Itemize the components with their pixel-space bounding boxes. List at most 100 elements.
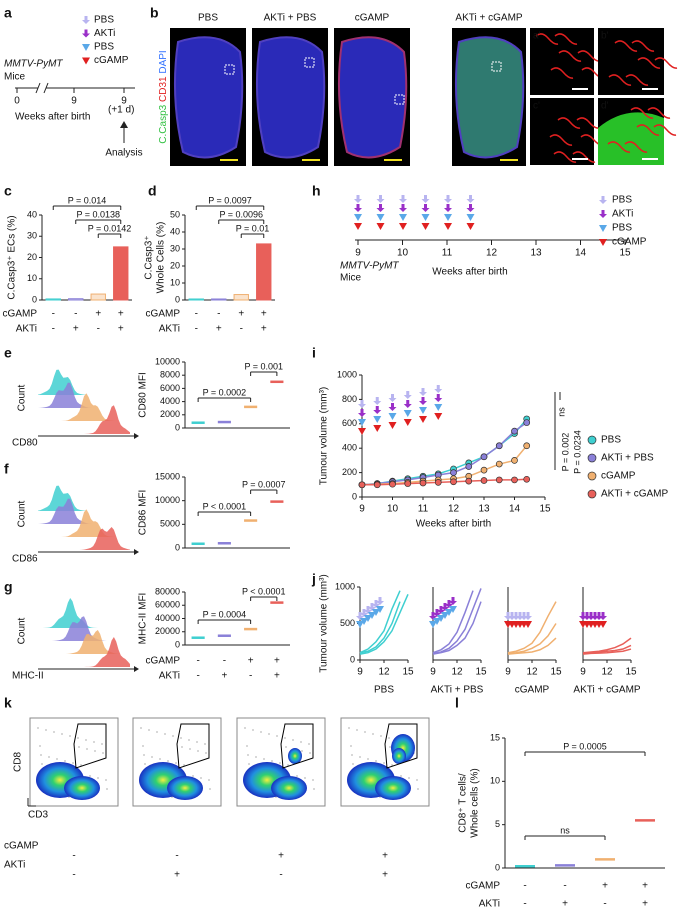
- y-tick-label: 20: [27, 252, 37, 262]
- treatment-icon: [466, 204, 475, 212]
- label: AKTi: [612, 209, 633, 220]
- y-tick-label: 80000: [155, 586, 180, 596]
- label: MMTV-PyMT: [340, 261, 399, 272]
- x-tick-label: 9: [357, 667, 363, 678]
- point: [480, 477, 488, 484]
- condition-sign: -: [196, 671, 199, 682]
- y-tick-label: 800: [342, 394, 357, 404]
- event: [72, 762, 74, 764]
- treatment-icon: [524, 621, 532, 628]
- event: [40, 754, 42, 756]
- treatment-icon: [373, 397, 382, 405]
- event: [101, 743, 103, 745]
- annotation: P = 0.0142: [88, 223, 132, 233]
- treatment-icon: [364, 615, 372, 622]
- event: [200, 777, 202, 779]
- event: [247, 754, 249, 756]
- event: [93, 741, 95, 743]
- point: [511, 427, 518, 435]
- axis-title: Whole Cells (%): [156, 222, 167, 294]
- zoom-label: d': [601, 101, 609, 112]
- event: [408, 777, 410, 779]
- y-tick-label: 0: [352, 491, 357, 501]
- vessel: [577, 50, 601, 62]
- treatment-icon: [449, 597, 457, 605]
- column-header: PBS: [198, 13, 218, 24]
- annotation: P = 0.0234: [572, 430, 582, 474]
- treatment-icon: [433, 618, 441, 625]
- event: [175, 762, 177, 764]
- condition-sign: +: [118, 309, 124, 320]
- vessel: [549, 134, 573, 146]
- treatment-icon: [376, 223, 385, 230]
- treatment-icon: [599, 612, 607, 620]
- treatment-icon: [403, 419, 412, 426]
- event: [263, 758, 265, 760]
- histogram: [38, 509, 130, 537]
- zoom-label: a': [533, 31, 541, 42]
- label: (+1 d): [108, 105, 134, 116]
- vessel: [630, 107, 654, 119]
- treatment-icon: [373, 406, 382, 414]
- point: [450, 478, 457, 486]
- event: [102, 752, 104, 754]
- panel-label: d: [148, 183, 157, 199]
- tissue: [255, 36, 326, 159]
- event: [296, 775, 298, 777]
- x-tick-label: 9: [359, 504, 365, 515]
- y-tick-label: 10000: [155, 356, 180, 366]
- label: PBS: [612, 223, 632, 234]
- label: Weeks after birth: [15, 112, 90, 123]
- event: [106, 788, 108, 790]
- event: [313, 788, 315, 790]
- treatment-icon: [388, 422, 397, 429]
- point: [419, 479, 427, 487]
- treatment-icon: [354, 223, 362, 230]
- row-label: AKTi: [159, 671, 180, 682]
- point: [389, 480, 396, 488]
- label: MMTV-PyMT: [4, 59, 63, 70]
- event: [78, 746, 80, 748]
- axis-title: CD8: [13, 752, 24, 772]
- event: [416, 779, 418, 781]
- axis-title: CD8⁺ T cells/: [458, 773, 469, 833]
- annotation: P = 0.001: [244, 361, 283, 371]
- y-tick-label: 20000: [155, 626, 180, 636]
- treatment-icon: [399, 223, 407, 230]
- vessel: [608, 74, 632, 86]
- event: [301, 750, 303, 752]
- panel-title: PBS: [374, 685, 394, 696]
- treatment-icon: [373, 416, 382, 423]
- line: [582, 648, 632, 655]
- condition-sign: +: [274, 671, 280, 682]
- point: [523, 475, 531, 483]
- label: Weeks after birth: [432, 267, 507, 278]
- treatment-icon: [444, 214, 452, 221]
- axis-title: MHC-II MFI: [138, 593, 149, 645]
- histogram: [38, 393, 130, 421]
- histogram: [38, 527, 130, 550]
- zoom-box: [394, 94, 405, 105]
- event: [260, 731, 262, 733]
- axis-line: [35, 82, 41, 94]
- zoom-box: [304, 57, 315, 68]
- treatment-icon: [599, 239, 607, 246]
- label: -: [175, 851, 178, 862]
- treatment-icon: [599, 196, 607, 204]
- x-tick-label: 9: [505, 667, 511, 678]
- panel-label: k: [4, 695, 12, 711]
- vessel: [636, 124, 660, 136]
- tick-label: 9: [355, 248, 361, 259]
- treatment-icon: [599, 225, 607, 232]
- vessel: [558, 50, 582, 62]
- event: [86, 748, 88, 750]
- label: cGAMP: [612, 237, 647, 248]
- stain-name: DAPI: [158, 50, 169, 73]
- bar: [256, 243, 272, 301]
- condition-sign: -: [223, 656, 226, 667]
- y-tick-label: 1000: [337, 369, 357, 379]
- vessel: [653, 124, 677, 136]
- apoptotic-area: [598, 112, 664, 165]
- event: [180, 737, 182, 739]
- y-tick-label: 10000: [155, 495, 180, 505]
